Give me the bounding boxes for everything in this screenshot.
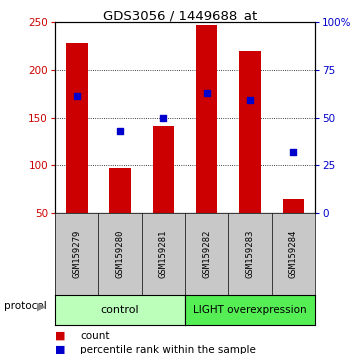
Text: GDS3056 / 1449688_at: GDS3056 / 1449688_at [103,9,258,22]
Text: ■: ■ [55,331,65,341]
Text: ▶: ▶ [37,302,46,312]
Point [74,94,79,99]
Point [160,115,166,120]
Text: GSM159284: GSM159284 [289,230,298,278]
Bar [152,126,174,213]
Point [204,90,209,96]
Text: percentile rank within the sample: percentile rank within the sample [80,345,256,354]
Text: control: control [101,305,139,315]
Text: protocol: protocol [4,302,46,312]
Text: ■: ■ [55,345,65,354]
Bar [239,51,261,213]
Point [117,128,123,134]
Text: GSM159283: GSM159283 [245,230,255,278]
Text: GSM159282: GSM159282 [202,230,211,278]
Text: GSM159279: GSM159279 [72,230,81,278]
Point [247,97,253,103]
Text: GSM159280: GSM159280 [116,230,125,278]
Point [291,149,296,155]
Text: count: count [80,331,110,341]
Bar [283,199,304,213]
Bar [109,168,131,213]
Text: GSM159281: GSM159281 [159,230,168,278]
Text: LIGHT overexpression: LIGHT overexpression [193,305,307,315]
Bar [66,43,87,213]
Bar [196,25,217,213]
